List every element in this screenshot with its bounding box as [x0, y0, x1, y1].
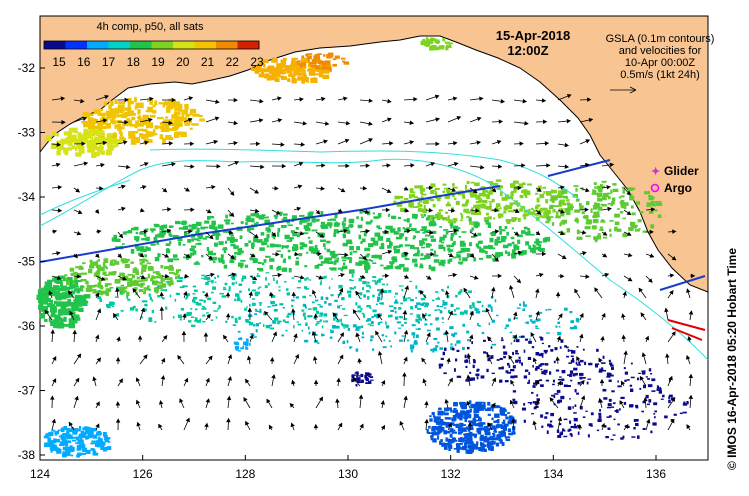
colorbar-cell [44, 41, 66, 49]
x-tick-label: 130 [338, 467, 358, 481]
gsla-line-4: 0.5m/s (1kt 24h) [620, 69, 699, 81]
colorbar-cell [173, 41, 195, 49]
colorbar-tick-label: 22 [226, 55, 240, 69]
map-legend: ✦ Glider Argo [650, 164, 699, 195]
argo-marker-icon [650, 183, 660, 193]
x-tick-label: 136 [646, 467, 666, 481]
y-axis: -32 -33 -34 -35 -36 -37 -38 [18, 61, 45, 462]
colorbar-cell [65, 41, 88, 49]
colorbar-tick-label: 23 [250, 55, 264, 69]
sst-data-layer [36, 37, 689, 458]
y-tick-label: -32 [18, 61, 36, 75]
colorbar-tick-label: 15 [52, 55, 66, 69]
x-tick-label: 134 [543, 467, 563, 481]
y-tick-label: -36 [18, 319, 36, 333]
gsla-line-3: 10-Apr 00:00Z [625, 57, 696, 69]
velocity-arrows [44, 94, 696, 431]
y-tick-label: -35 [18, 255, 36, 269]
glider-tracks [39, 159, 706, 291]
gsla-note: GSLA (0.1m contours) and velocities for … [606, 33, 715, 94]
colorbar-cell [108, 41, 131, 49]
y-tick-label: -33 [18, 126, 36, 140]
glider-marker-icon: ✦ [651, 166, 660, 178]
y-tick-label: -34 [18, 190, 36, 204]
colorbar-cell [87, 41, 109, 49]
date-label: 15-Apr-2018 [496, 28, 570, 43]
gsla-line-1: GSLA (0.1m contours) [606, 33, 715, 45]
glider-legend-label: Glider [664, 164, 699, 178]
colorbar-cell [216, 41, 238, 49]
colorbar-cell [130, 41, 152, 49]
colorbar-cell [237, 41, 260, 49]
colorbar-ticks: 15 16 17 18 19 20 21 22 23 [52, 55, 264, 69]
x-tick-label: 124 [30, 467, 50, 481]
colorbar-title: 4h comp, p50, all sats [96, 21, 204, 33]
colorbar-cell [194, 41, 217, 49]
colorbar-tick-label: 18 [127, 55, 141, 69]
credit-text: © IMOS 16-Apr-2018 05:20 Hobart Time [725, 248, 739, 470]
y-tick-label: -37 [18, 384, 36, 398]
colorbar-cell [151, 41, 174, 49]
x-tick-label: 126 [133, 467, 153, 481]
x-tick-label: 128 [235, 467, 255, 481]
colorbar-tick-label: 17 [102, 55, 116, 69]
colorbar-tick-label: 20 [176, 55, 190, 69]
x-tick-label: 132 [441, 467, 461, 481]
colorbar-tick-label: 19 [151, 55, 165, 69]
colorbar-tick-label: 16 [77, 55, 91, 69]
argo-legend-label: Argo [664, 181, 692, 195]
time-label: 12:00Z [507, 43, 548, 58]
colorbar-tick-label: 21 [201, 55, 215, 69]
colorbar: 4h comp, p50, all sats 15 16 17 18 19 20 21 22 2… [43, 21, 264, 69]
red-tracks [667, 319, 706, 341]
x-axis: 124 126 128 130 132 134 136 [30, 455, 666, 481]
gsla-contours [39, 148, 709, 361]
y-tick-label: -38 [18, 448, 36, 462]
gsla-line-2: and velocities for [619, 45, 702, 57]
colorbar-gradient [44, 41, 260, 49]
